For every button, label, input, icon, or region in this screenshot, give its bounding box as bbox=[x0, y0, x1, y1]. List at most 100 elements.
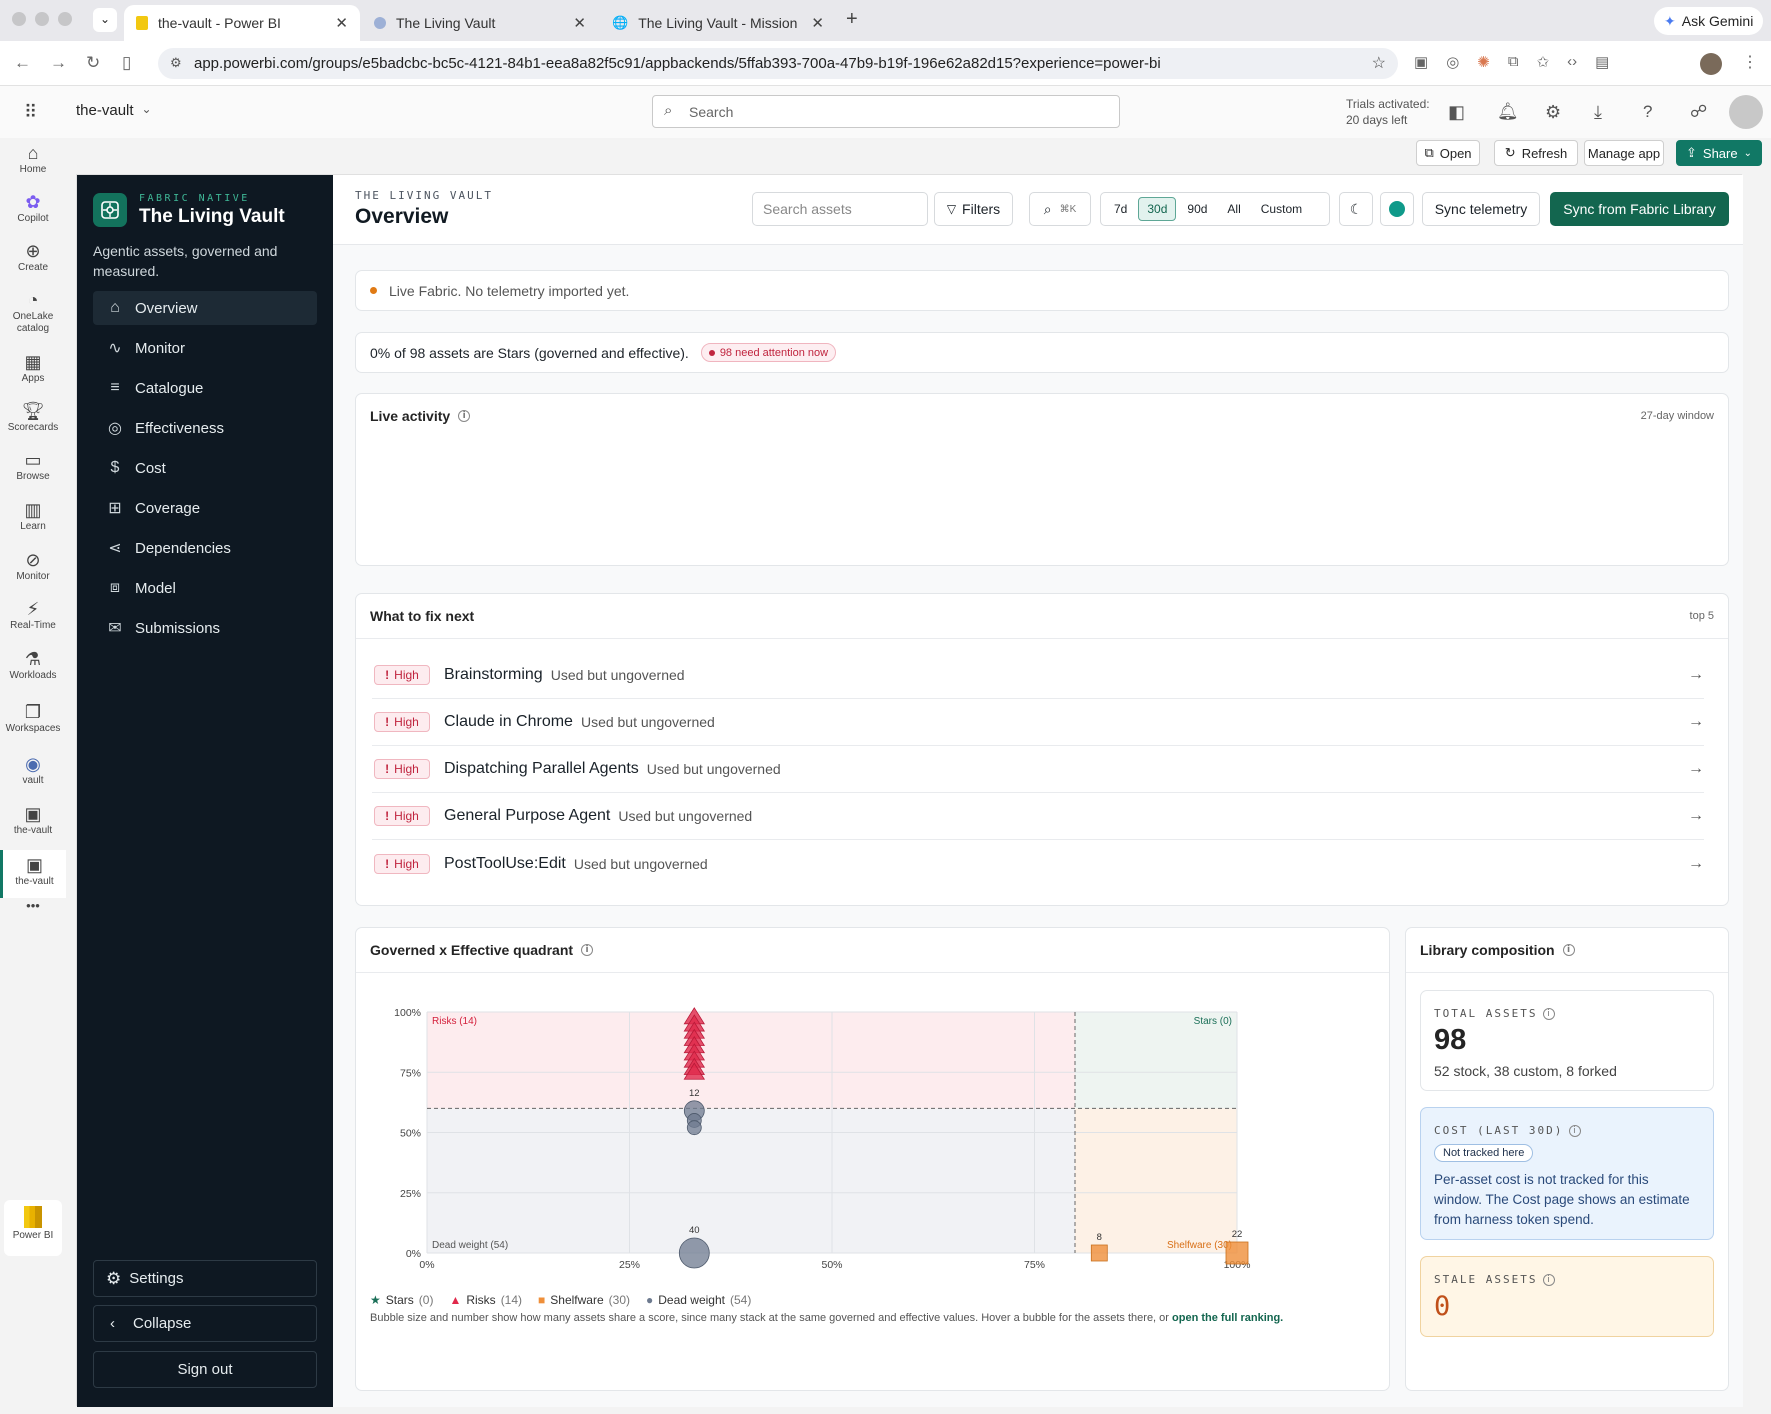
legend-item-dead-weight[interactable]: ● Dead weight (54) bbox=[646, 1293, 751, 1307]
arrow-right-icon[interactable]: → bbox=[1688, 854, 1704, 872]
extension-icon[interactable]: ◎ bbox=[1446, 54, 1460, 71]
fix-item[interactable]: ! High Claude in Chrome Used but ungoverned… bbox=[372, 699, 1704, 746]
layout-icon[interactable]: ▤ bbox=[1595, 54, 1610, 71]
favorites-icon[interactable]: ✩ bbox=[1536, 54, 1550, 71]
full-ranking-link[interactable]: open the full ranking. bbox=[1172, 1312, 1284, 1324]
side-panel-icon[interactable]: ▯ bbox=[122, 53, 132, 72]
dead-weight-point[interactable] bbox=[686, 1120, 702, 1136]
info-icon[interactable]: i bbox=[1543, 1273, 1556, 1286]
info-icon[interactable]: i bbox=[458, 410, 471, 422]
legend-item-risks[interactable]: ▲ Risks (14) bbox=[449, 1293, 522, 1307]
open-button[interactable]: ⧉ Open bbox=[1416, 140, 1480, 166]
sign-out-button[interactable]: Sign out bbox=[93, 1351, 317, 1388]
back-icon[interactable]: ← bbox=[14, 53, 31, 72]
legend-item-stars[interactable]: ★ Stars (0) bbox=[370, 1293, 433, 1307]
rail-item[interactable]: ▥ Learn bbox=[0, 495, 66, 533]
rail-item[interactable]: ▣ the-vault bbox=[0, 850, 66, 898]
tab-mission-control[interactable]: 🌐 The Living Vault - Mission co ✕ bbox=[600, 5, 836, 41]
settings-icon[interactable]: ⚙ bbox=[1545, 102, 1562, 122]
rail-item[interactable]: ✿ Copilot bbox=[0, 187, 66, 225]
collapse-button[interactable]: ‹ Collapse bbox=[93, 1305, 317, 1342]
nav-item-model[interactable]: ⧈ Model bbox=[93, 571, 317, 605]
arrow-right-icon[interactable]: → bbox=[1688, 760, 1704, 777]
rail-item[interactable]: ⚗ Workloads bbox=[0, 644, 66, 682]
reload-icon[interactable]: ↻ bbox=[86, 53, 101, 72]
new-tab-icon[interactable]: + bbox=[846, 8, 858, 30]
share-button[interactable]: ⇪ Share ⌄ bbox=[1676, 140, 1762, 166]
tab-search-chevron-icon[interactable]: ⌄ bbox=[93, 8, 117, 32]
info-icon[interactable]: i bbox=[1569, 1124, 1582, 1137]
rail-item[interactable]: ▣ the-vault bbox=[0, 799, 66, 837]
filters-button[interactable]: ▽ Filters bbox=[934, 192, 1013, 226]
dead-weight-point[interactable] bbox=[678, 1237, 710, 1269]
range-all-button[interactable]: All bbox=[1227, 202, 1241, 216]
extension-icon[interactable]: ✺ bbox=[1477, 54, 1490, 71]
arrow-right-icon[interactable]: → bbox=[1688, 713, 1704, 730]
shelfware-point[interactable] bbox=[1225, 1241, 1249, 1265]
pbi-search-input[interactable]: ⌕ Search bbox=[652, 95, 1120, 128]
sync-fabric-button[interactable]: Sync from Fabric Library bbox=[1550, 192, 1729, 226]
manage-app-button[interactable]: Manage app bbox=[1584, 140, 1664, 166]
command-search-button[interactable]: ⌕ ⌘K bbox=[1029, 192, 1091, 226]
fix-item[interactable]: ! High Dispatching Parallel Agents Used but… bbox=[372, 746, 1704, 793]
info-icon[interactable]: i bbox=[581, 944, 594, 956]
tab-powerbi[interactable]: the-vault - Power BI ✕ bbox=[124, 5, 360, 41]
arrow-right-icon[interactable]: → bbox=[1688, 807, 1704, 824]
range-30d-button[interactable]: 30d bbox=[1138, 197, 1177, 221]
site-info-icon[interactable]: ⚙ bbox=[170, 55, 182, 70]
rail-item[interactable]: ❐ Workspaces bbox=[0, 697, 66, 735]
rail-item[interactable]: ⊕ Create bbox=[0, 236, 66, 274]
code-icon[interactable]: ‹› bbox=[1567, 53, 1578, 70]
close-tab-icon[interactable]: ✕ bbox=[811, 15, 824, 32]
nav-item-submissions[interactable]: ✉ Submissions bbox=[93, 611, 317, 645]
refresh-button[interactable]: ↻ Refresh bbox=[1494, 140, 1578, 166]
range-7d-button[interactable]: 7d bbox=[1114, 202, 1128, 216]
rail-item[interactable]: ◉ vault bbox=[0, 749, 66, 787]
help-icon[interactable]: ? bbox=[1643, 102, 1653, 121]
window-zoom-button[interactable] bbox=[58, 12, 72, 26]
rail-item[interactable]: 🏆︎ Scorecards bbox=[0, 396, 66, 434]
info-icon[interactable]: i bbox=[1543, 1007, 1556, 1020]
workspace-switcher[interactable]: the-vault ⌄ bbox=[76, 102, 152, 119]
fix-item[interactable]: ! High General Purpose Agent Used but ungov… bbox=[372, 793, 1704, 840]
browser-menu-icon[interactable]: ⋮ bbox=[1742, 54, 1758, 71]
profile-avatar[interactable] bbox=[1700, 53, 1722, 75]
nav-item-coverage[interactable]: ⊞ Coverage bbox=[93, 491, 317, 525]
powerbi-home-button[interactable]: Power BI bbox=[4, 1200, 62, 1256]
puzzle-icon[interactable]: ⧉ bbox=[1507, 53, 1519, 70]
theme-toggle-button[interactable]: ☾ bbox=[1339, 192, 1373, 226]
notifications-icon[interactable]: 🔔︎ bbox=[1497, 102, 1519, 121]
window-close-button[interactable] bbox=[12, 12, 26, 26]
nav-item-effectiveness[interactable]: ◎ Effectiveness bbox=[93, 411, 317, 445]
nav-item-catalogue[interactable]: ≡ Catalogue bbox=[93, 371, 317, 405]
bookmark-star-icon[interactable]: ☆ bbox=[1371, 55, 1386, 72]
rail-item[interactable]: ◔ OneLake catalog bbox=[0, 285, 66, 335]
rail-item[interactable]: ⌂ Home bbox=[0, 138, 66, 176]
range-90d-button[interactable]: 90d bbox=[1187, 202, 1208, 216]
tab-living-vault[interactable]: The Living Vault ✕ bbox=[362, 5, 598, 41]
rail-item[interactable]: ⊘ Monitor bbox=[0, 545, 66, 583]
shelfware-point[interactable] bbox=[1090, 1244, 1108, 1262]
range-custom-button[interactable]: Custom bbox=[1260, 202, 1303, 216]
status-indicator-button[interactable] bbox=[1380, 192, 1414, 226]
nav-item-monitor[interactable]: ∿ Monitor bbox=[93, 331, 317, 365]
extension-icon[interactable]: ▣ bbox=[1414, 54, 1429, 71]
rail-item[interactable]: ▦ Apps bbox=[0, 347, 66, 385]
legend-item-shelfware[interactable]: ■ Shelfware (30) bbox=[538, 1293, 630, 1307]
user-avatar[interactable] bbox=[1729, 95, 1763, 129]
rail-item[interactable]: ⚡︎ Real-Time bbox=[0, 594, 66, 632]
window-minimize-button[interactable] bbox=[35, 12, 49, 26]
fix-item[interactable]: ! High PostToolUse:Edit Used but ungoverned… bbox=[372, 840, 1704, 887]
app-launcher-icon[interactable]: ⠿ bbox=[24, 102, 38, 122]
arrow-right-icon[interactable]: → bbox=[1688, 666, 1704, 683]
more-icon[interactable]: ••• bbox=[26, 898, 40, 913]
view-toggle-icon[interactable]: ◧ bbox=[1448, 102, 1466, 122]
download-icon[interactable]: ⤓ bbox=[1594, 102, 1602, 122]
nav-item-overview[interactable]: ⌂ Overview bbox=[93, 291, 317, 325]
address-bar[interactable]: ⚙ app.powerbi.com/groups/e5badcbc-bc5c-4… bbox=[158, 48, 1398, 79]
forward-icon[interactable]: → bbox=[50, 53, 67, 72]
search-assets-input[interactable]: Search assets bbox=[752, 192, 928, 226]
close-tab-icon[interactable]: ✕ bbox=[573, 15, 586, 32]
risk-point[interactable] bbox=[683, 1062, 706, 1080]
ask-gemini-button[interactable]: ✦ Ask Gemini bbox=[1654, 7, 1764, 35]
